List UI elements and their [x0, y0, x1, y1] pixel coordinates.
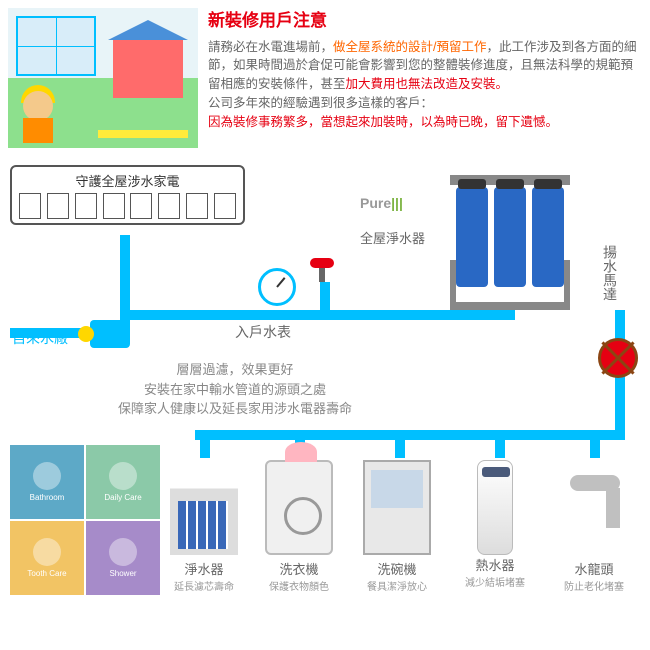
sink-icon	[75, 193, 97, 219]
heater-icon	[214, 193, 236, 219]
device-faucet: 水龍頭 防止老化堵塞	[560, 460, 628, 593]
lifestyle-grid: Bathroom Daily Care Tooth Care Shower	[10, 445, 160, 595]
bathroom-cell: Bathroom	[10, 445, 84, 519]
water-source-label: 自來水廠	[12, 328, 68, 348]
description-text: 層層過濾，效果更好 安裝在家中輸水管道的源頭之處 保障家人健康以及延長家用涉水電…	[70, 360, 400, 419]
pump-label: 揚水馬達	[600, 245, 620, 301]
brand-logo: Pure|||	[360, 195, 403, 211]
dishwasher-icon	[363, 460, 431, 555]
pipe	[320, 282, 330, 312]
appliance-protection-box: 守護全屋涉水家電	[10, 165, 245, 225]
appliance-icon-row	[16, 193, 239, 219]
renovation-illustration	[8, 8, 198, 148]
dispenser-icon	[158, 193, 180, 219]
water-plant-icon	[90, 320, 130, 348]
heater-icon	[477, 460, 513, 555]
warning-title: 新裝修用戶注意	[208, 8, 642, 34]
washer-icon	[47, 193, 69, 219]
header-text-block: 新裝修用戶注意 請務必在水電進場前，做全屋系統的設計/預留工作，此工作涉及到各方…	[198, 8, 642, 148]
device-heater: 熱水器 減少結垢堵塞	[465, 460, 525, 589]
shower-cell: Shower	[86, 521, 160, 595]
device-dishwasher: 洗碗機 餐具潔淨放心	[363, 460, 431, 593]
pipe	[505, 310, 515, 320]
valve-icon	[310, 258, 334, 282]
pipe	[590, 430, 600, 458]
filter-label: 全屋淨水器	[360, 228, 425, 247]
regret-text: 因為裝修事務繁多，當想起來加裝時，以為時已晚，留下遺憾。	[208, 113, 642, 132]
pipe	[200, 430, 210, 458]
faucet-icon	[560, 460, 628, 555]
toilet-icon	[19, 193, 41, 219]
device-washer: 洗衣機 保護衣物顏色	[265, 460, 333, 593]
water-meter-icon	[258, 268, 296, 306]
appliance-box-title: 守護全屋涉水家電	[16, 171, 239, 190]
warning-paragraph: 請務必在水電進場前，做全屋系統的設計/預留工作，此工作涉及到各方面的細節，如果時…	[208, 38, 642, 94]
fridge-icon	[186, 193, 208, 219]
pipe	[495, 430, 505, 458]
whole-house-filter	[450, 175, 570, 310]
purifier-icon	[170, 460, 238, 555]
meter-label: 入戶水表	[235, 322, 291, 342]
pump-motor-icon	[598, 338, 638, 378]
pipe	[395, 430, 405, 458]
device-purifier: 淨水器 延長濾芯壽命	[170, 460, 238, 593]
washer-icon	[265, 460, 333, 555]
radiator-icon	[130, 193, 152, 219]
basin-icon	[103, 193, 125, 219]
pipe	[195, 430, 625, 440]
toothcare-cell: Tooth Care	[10, 521, 84, 595]
pipe	[120, 235, 130, 333]
dailycare-cell: Daily Care	[86, 445, 160, 519]
experience-text: 公司多年來的經驗遇到很多這樣的客戶：	[208, 94, 642, 113]
